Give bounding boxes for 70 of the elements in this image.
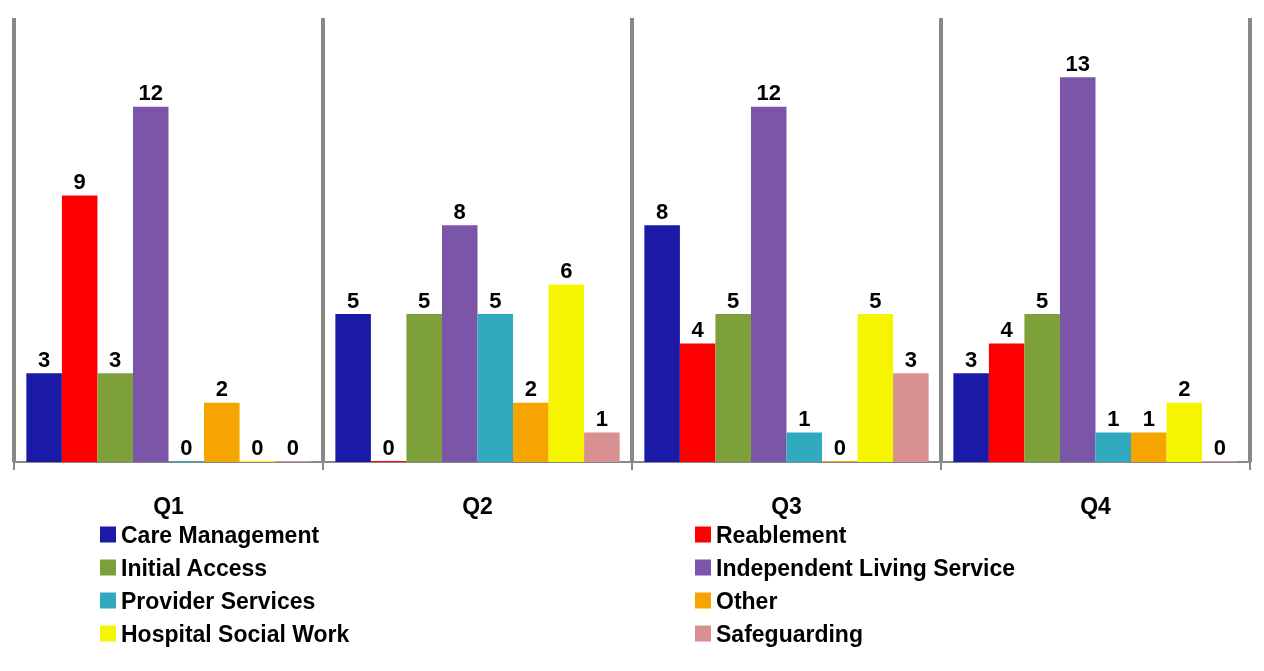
bar: [1024, 314, 1060, 462]
bar: [477, 314, 514, 462]
x-tick-label: Q2: [462, 492, 493, 519]
data-label: 0: [382, 434, 395, 460]
bar: [750, 106, 787, 462]
x-tick-label: Q1: [153, 492, 185, 519]
data-label: 9: [73, 169, 86, 195]
bar: [786, 432, 823, 462]
data-label: 3: [965, 346, 978, 372]
data-label: 5: [489, 287, 502, 313]
data-label: 4: [691, 317, 705, 343]
bar: [548, 284, 585, 462]
bar: [26, 373, 62, 462]
bar: [335, 314, 371, 462]
legend-label: Safeguarding: [716, 620, 863, 647]
bar: [644, 225, 680, 462]
bar: [893, 373, 929, 462]
data-label: 1: [1142, 405, 1155, 431]
data-label: 2: [1178, 376, 1191, 402]
data-label: 2: [524, 376, 537, 402]
bar: [857, 314, 894, 462]
bar: [1131, 432, 1167, 462]
bar: [406, 314, 442, 462]
data-label: 8: [656, 198, 669, 224]
data-label: 5: [347, 287, 360, 313]
bar: [1059, 77, 1096, 462]
data-label: 0: [1213, 434, 1226, 460]
data-label: 5: [418, 287, 431, 313]
data-label: 1: [798, 405, 811, 431]
data-label: 0: [251, 434, 264, 460]
x-tick-label: Q4: [1080, 492, 1112, 519]
data-label: 0: [180, 434, 193, 460]
legend-label: Provider Services: [121, 587, 316, 614]
data-label: 8: [453, 198, 466, 224]
legend-label: Reablement: [716, 521, 847, 548]
data-label: 1: [595, 405, 608, 431]
bar: [132, 106, 169, 462]
legend-label: Care Management: [121, 521, 320, 548]
legend-label: Initial Access: [121, 554, 268, 581]
legend-label: Hospital Social Work: [121, 620, 350, 647]
data-label: 5: [727, 287, 740, 313]
data-label: 3: [904, 346, 917, 372]
legend-label: Other: [716, 587, 778, 614]
data-label: 6: [560, 257, 573, 283]
data-label: 4: [1000, 317, 1014, 343]
legend-label: Independent Living Service: [716, 554, 1016, 581]
data-label: 0: [833, 434, 846, 460]
bar: [679, 343, 716, 462]
data-label: 12: [138, 80, 163, 106]
bar: [584, 432, 620, 462]
bar: [204, 402, 240, 462]
data-label: 12: [756, 80, 781, 106]
data-label: 5: [1036, 287, 1049, 313]
bar: [513, 402, 549, 462]
x-tick-label: Q3: [771, 492, 802, 519]
data-label: 3: [109, 346, 122, 372]
bar: [61, 195, 98, 462]
bar: [1166, 402, 1203, 462]
data-label: 2: [215, 376, 228, 402]
bar: [97, 373, 133, 462]
bar: [953, 373, 989, 462]
data-label: 0: [286, 434, 299, 460]
data-label: 5: [869, 287, 882, 313]
data-label: 3: [38, 346, 51, 372]
bar: [441, 225, 478, 462]
bar: [988, 343, 1025, 462]
data-label: 13: [1065, 50, 1090, 76]
data-label: 1: [1107, 405, 1120, 431]
bar: [1095, 432, 1132, 462]
bar: [715, 314, 751, 462]
